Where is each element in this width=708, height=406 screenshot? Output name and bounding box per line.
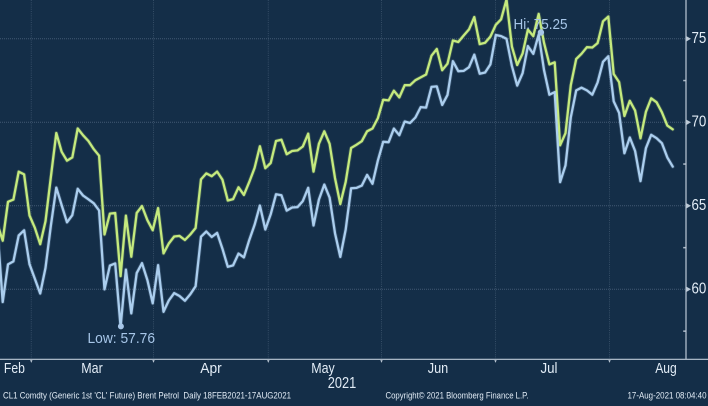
svg-text:17-Aug-2021 08:04:40: 17-Aug-2021 08:04:40 <box>628 390 707 400</box>
svg-text:Aug: Aug <box>655 361 677 377</box>
svg-text:Low: 57.76: Low: 57.76 <box>88 330 156 347</box>
svg-text:Feb: Feb <box>4 361 25 377</box>
svg-text:Mar: Mar <box>81 361 103 377</box>
svg-text:Jul: Jul <box>541 361 558 377</box>
svg-text:May: May <box>311 361 335 377</box>
svg-text:2021: 2021 <box>328 375 357 392</box>
svg-text:Jun: Jun <box>428 361 449 377</box>
svg-text:Copyright© 2021 Bloomberg Fina: Copyright© 2021 Bloomberg Finance L.P. <box>386 390 529 400</box>
svg-text:70: 70 <box>692 114 707 131</box>
svg-text:65: 65 <box>692 197 707 214</box>
svg-text:CL1 Comdty (Generic 1st 'CL' F: CL1 Comdty (Generic 1st 'CL' Future) Bre… <box>3 390 291 400</box>
svg-text:75: 75 <box>692 30 707 47</box>
svg-text:60: 60 <box>692 281 707 298</box>
svg-text:Apr: Apr <box>200 361 222 377</box>
svg-text:Hi: 75.25: Hi: 75.25 <box>514 16 568 33</box>
